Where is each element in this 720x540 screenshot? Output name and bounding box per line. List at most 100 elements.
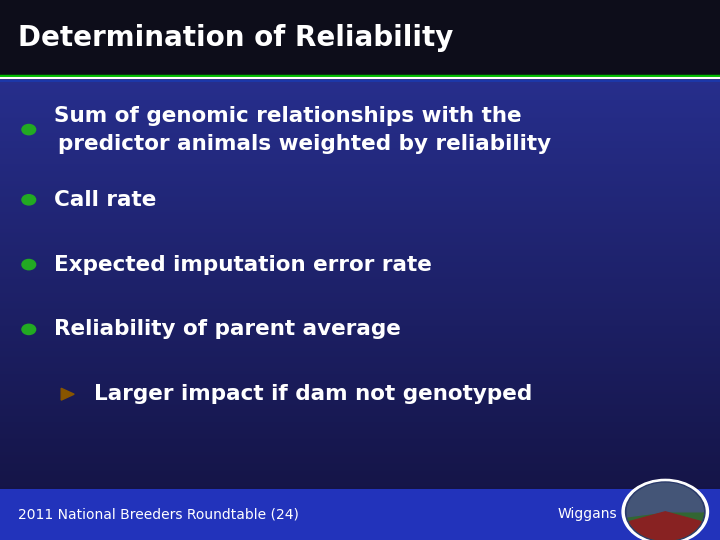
Bar bbox=[0, 232, 720, 233]
Bar bbox=[0, 107, 720, 109]
Bar bbox=[0, 189, 720, 191]
Bar bbox=[0, 463, 720, 464]
Bar bbox=[0, 217, 720, 218]
Bar bbox=[0, 84, 720, 85]
Bar bbox=[0, 119, 720, 121]
Bar bbox=[0, 326, 720, 327]
Bar bbox=[0, 422, 720, 423]
Bar bbox=[0, 278, 720, 279]
Bar bbox=[0, 224, 720, 225]
Circle shape bbox=[622, 480, 708, 540]
Bar bbox=[0, 308, 720, 309]
Text: 2011 National Breeders Roundtable (24): 2011 National Breeders Roundtable (24) bbox=[18, 508, 299, 521]
Bar bbox=[0, 386, 720, 388]
Bar bbox=[0, 417, 720, 419]
Bar bbox=[0, 163, 720, 165]
Bar bbox=[0, 374, 720, 375]
Bar bbox=[0, 442, 720, 443]
Bar bbox=[0, 276, 720, 278]
Bar bbox=[0, 361, 720, 363]
Bar bbox=[0, 438, 720, 440]
Bar bbox=[0, 452, 720, 453]
Bar bbox=[0, 350, 720, 352]
Bar bbox=[0, 411, 720, 412]
Bar bbox=[0, 93, 720, 94]
Bar bbox=[0, 371, 720, 373]
Bar bbox=[0, 343, 720, 345]
Bar bbox=[0, 415, 720, 416]
Bar bbox=[0, 304, 720, 306]
Bar bbox=[0, 486, 720, 487]
Bar bbox=[0, 407, 720, 408]
Bar bbox=[0, 437, 720, 438]
Bar bbox=[0, 373, 720, 374]
Bar bbox=[0, 121, 720, 122]
Bar bbox=[0, 449, 720, 450]
Bar bbox=[0, 153, 720, 155]
Bar bbox=[0, 230, 720, 232]
Bar bbox=[0, 89, 720, 91]
Bar bbox=[0, 333, 720, 334]
Bar bbox=[0, 218, 720, 219]
Bar bbox=[0, 457, 720, 458]
Bar bbox=[0, 378, 720, 379]
Bar bbox=[0, 127, 720, 129]
Bar bbox=[0, 117, 720, 118]
Polygon shape bbox=[61, 388, 74, 400]
Bar bbox=[0, 366, 720, 367]
Bar bbox=[0, 171, 720, 173]
Circle shape bbox=[22, 324, 36, 334]
Bar bbox=[0, 464, 720, 465]
Bar bbox=[0, 445, 720, 446]
Text: Larger impact if dam not genotyped: Larger impact if dam not genotyped bbox=[94, 384, 532, 404]
Bar bbox=[0, 329, 720, 330]
Bar bbox=[0, 294, 720, 296]
Bar bbox=[0, 186, 720, 188]
Bar bbox=[0, 174, 720, 176]
Text: Wiggans: Wiggans bbox=[558, 508, 618, 521]
Bar bbox=[0, 274, 720, 275]
Bar bbox=[0, 181, 720, 183]
Bar bbox=[0, 312, 720, 314]
Bar bbox=[0, 263, 720, 265]
Bar bbox=[0, 160, 720, 162]
Bar bbox=[0, 479, 720, 481]
Bar bbox=[0, 482, 720, 483]
Bar bbox=[0, 241, 720, 242]
Bar bbox=[0, 311, 720, 312]
Bar bbox=[0, 208, 720, 210]
Bar bbox=[0, 458, 720, 460]
Bar bbox=[0, 261, 720, 263]
Bar bbox=[0, 238, 720, 240]
Bar bbox=[0, 260, 720, 261]
Wedge shape bbox=[629, 512, 701, 540]
Bar bbox=[0, 291, 720, 292]
Bar bbox=[0, 289, 720, 291]
FancyBboxPatch shape bbox=[0, 0, 720, 78]
Bar bbox=[0, 388, 720, 389]
Bar bbox=[0, 156, 720, 158]
Bar bbox=[0, 282, 720, 284]
Bar bbox=[0, 325, 720, 326]
Bar bbox=[0, 375, 720, 376]
Bar bbox=[0, 110, 720, 111]
Bar bbox=[0, 468, 720, 470]
Bar bbox=[0, 212, 720, 214]
Bar bbox=[0, 222, 720, 224]
Bar bbox=[0, 191, 720, 192]
Bar bbox=[0, 426, 720, 427]
Bar bbox=[0, 168, 720, 170]
Bar bbox=[0, 122, 720, 124]
Bar bbox=[0, 306, 720, 307]
Text: predictor animals weighted by reliability: predictor animals weighted by reliabilit… bbox=[58, 134, 551, 154]
Bar bbox=[0, 167, 720, 168]
Bar bbox=[0, 178, 720, 179]
Bar bbox=[0, 256, 720, 258]
Text: Determination of Reliability: Determination of Reliability bbox=[18, 24, 454, 52]
Bar bbox=[0, 194, 720, 196]
Bar bbox=[0, 247, 720, 248]
Bar bbox=[0, 166, 720, 167]
Bar bbox=[0, 376, 720, 378]
Bar bbox=[0, 481, 720, 482]
Bar bbox=[0, 332, 720, 333]
